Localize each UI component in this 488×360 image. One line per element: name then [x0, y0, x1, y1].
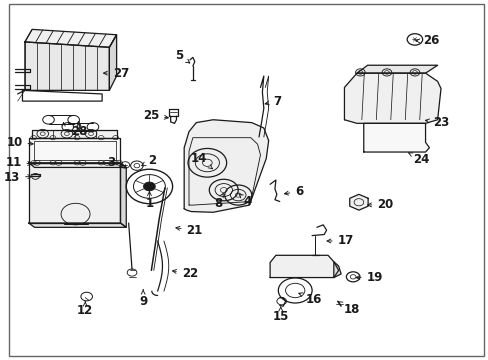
Polygon shape — [29, 163, 126, 167]
Text: 16: 16 — [298, 293, 322, 306]
Text: 17: 17 — [326, 234, 353, 247]
Polygon shape — [363, 123, 428, 152]
Polygon shape — [29, 223, 126, 227]
Polygon shape — [120, 163, 126, 227]
Text: 1: 1 — [145, 191, 153, 210]
Text: 8: 8 — [213, 193, 223, 210]
Polygon shape — [25, 42, 109, 90]
Polygon shape — [32, 130, 116, 138]
Text: 6: 6 — [284, 185, 303, 198]
Polygon shape — [344, 73, 440, 123]
Polygon shape — [333, 262, 340, 278]
Polygon shape — [29, 163, 120, 223]
Text: 9: 9 — [139, 290, 147, 309]
Text: 7: 7 — [264, 95, 281, 108]
Text: 19: 19 — [355, 271, 382, 284]
Text: 18: 18 — [338, 302, 359, 316]
Text: 22: 22 — [172, 267, 198, 280]
Text: 11: 11 — [5, 156, 32, 169]
Text: 28: 28 — [71, 122, 87, 138]
Text: 26: 26 — [415, 34, 439, 48]
Text: 25: 25 — [142, 109, 168, 122]
Polygon shape — [184, 120, 268, 212]
Text: 13: 13 — [4, 171, 32, 184]
Text: 10: 10 — [6, 136, 33, 149]
Text: 12: 12 — [77, 302, 93, 318]
Text: 5: 5 — [175, 49, 189, 63]
Text: 3: 3 — [107, 156, 123, 169]
Polygon shape — [29, 138, 120, 163]
Text: 14: 14 — [191, 152, 212, 169]
Polygon shape — [25, 30, 116, 47]
Text: 15: 15 — [272, 307, 288, 324]
Text: 24: 24 — [407, 153, 429, 166]
Polygon shape — [349, 194, 367, 210]
Text: 27: 27 — [103, 67, 129, 80]
Polygon shape — [356, 65, 437, 73]
Text: 21: 21 — [176, 224, 203, 237]
Polygon shape — [109, 35, 116, 90]
Circle shape — [143, 182, 155, 191]
Text: 4: 4 — [238, 194, 251, 208]
Text: 20: 20 — [367, 198, 393, 211]
Text: 2: 2 — [142, 154, 156, 167]
Polygon shape — [269, 255, 338, 278]
Text: 23: 23 — [425, 116, 448, 129]
